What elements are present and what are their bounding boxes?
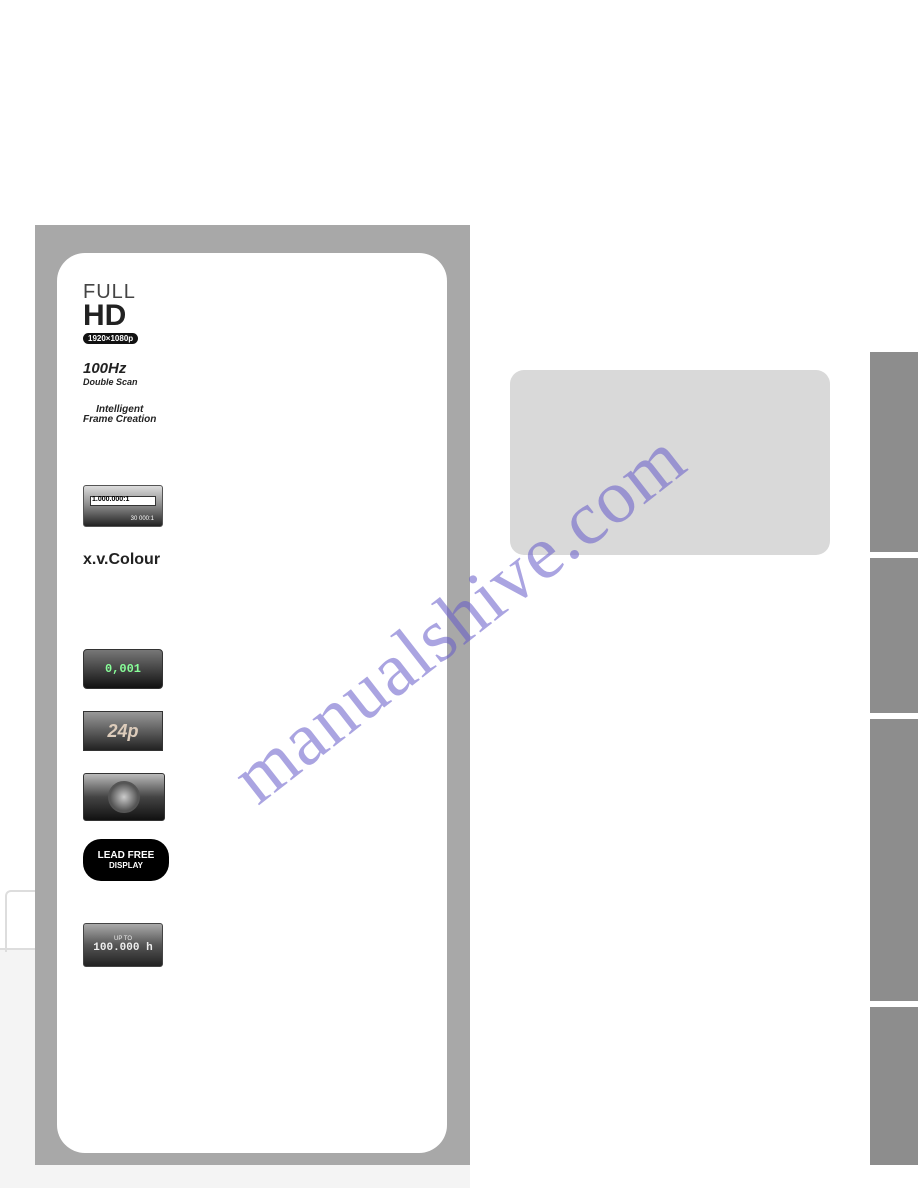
feature-contrast: 1.000.000:1 30 000:1: [83, 485, 421, 527]
24p-line1: 24p: [107, 721, 138, 742]
contrast-line1: 1.000.000:1: [92, 496, 129, 503]
right-column: [470, 0, 918, 1188]
feature-fullhd: FULL HD 1920×1080p: [83, 281, 421, 346]
100hz-desc: [193, 360, 421, 362]
contrast-line2: 30 000:1: [131, 516, 154, 522]
life-line2: 100.000 h: [93, 942, 152, 954]
feature-xvcolour: x.v.Colour: [83, 551, 421, 569]
surround-badge: [83, 773, 165, 821]
msec-desc: [193, 649, 421, 651]
manual-page: FULL HD 1920×1080p 100Hz Double Scan: [0, 0, 918, 1188]
fullhd-line2: HD: [83, 304, 138, 328]
life-desc: [193, 923, 421, 925]
feature-leadfree: LEAD FREE DISPLAY: [83, 839, 421, 881]
feature-surround: [83, 773, 421, 821]
feature-24p: 24p: [83, 711, 421, 751]
ifc-desc: [193, 405, 421, 407]
leadfree-line2: DISPLAY: [109, 861, 143, 870]
feature-ifc: Intelligent Frame Creation: [83, 405, 421, 425]
msec-line1: 0,001: [105, 662, 141, 676]
fullhd-desc: [193, 281, 421, 283]
side-tab-4[interactable]: [870, 1007, 918, 1165]
feature-msec: 0,001: [83, 649, 421, 689]
feature-life: UP TO 100.000 h: [83, 923, 421, 967]
page-number: 3: [850, 1156, 856, 1168]
side-tab-3[interactable]: [870, 719, 918, 1001]
feature-panel: FULL HD 1920×1080p 100Hz Double Scan: [35, 225, 470, 1165]
highlight-box: [510, 370, 830, 555]
surround-desc: [193, 773, 421, 775]
side-tabs: [870, 352, 918, 1171]
100hz-line2: Double Scan: [83, 377, 138, 387]
leadfree-desc: [193, 839, 421, 841]
ifc-line2: Frame Creation: [83, 415, 156, 425]
ifc-badge: Intelligent Frame Creation: [83, 405, 156, 425]
contrast-badge: 1.000.000:1 30 000:1: [83, 485, 163, 527]
100hz-line1: 100Hz: [83, 360, 138, 377]
feature-card: FULL HD 1920×1080p 100Hz Double Scan: [57, 253, 447, 1153]
xvcolour-badge: x.v.Colour: [83, 551, 160, 569]
24p-desc: [193, 711, 421, 713]
fullhd-badge: FULL HD 1920×1080p: [83, 281, 138, 346]
side-tab-1[interactable]: [870, 352, 918, 552]
life-badge: UP TO 100.000 h: [83, 923, 163, 967]
24p-badge: 24p: [83, 711, 163, 751]
leadfree-line1: LEAD FREE: [98, 850, 155, 861]
contrast-desc: [193, 485, 421, 487]
side-tab-2[interactable]: [870, 558, 918, 713]
xvcolour-desc: [193, 551, 421, 553]
100hz-badge: 100Hz Double Scan: [83, 360, 138, 387]
leadfree-badge: LEAD FREE DISPLAY: [83, 839, 169, 881]
feature-100hz: 100Hz Double Scan: [83, 360, 421, 387]
fullhd-line3: 1920×1080p: [83, 333, 138, 344]
msec-badge: 0,001: [83, 649, 163, 689]
